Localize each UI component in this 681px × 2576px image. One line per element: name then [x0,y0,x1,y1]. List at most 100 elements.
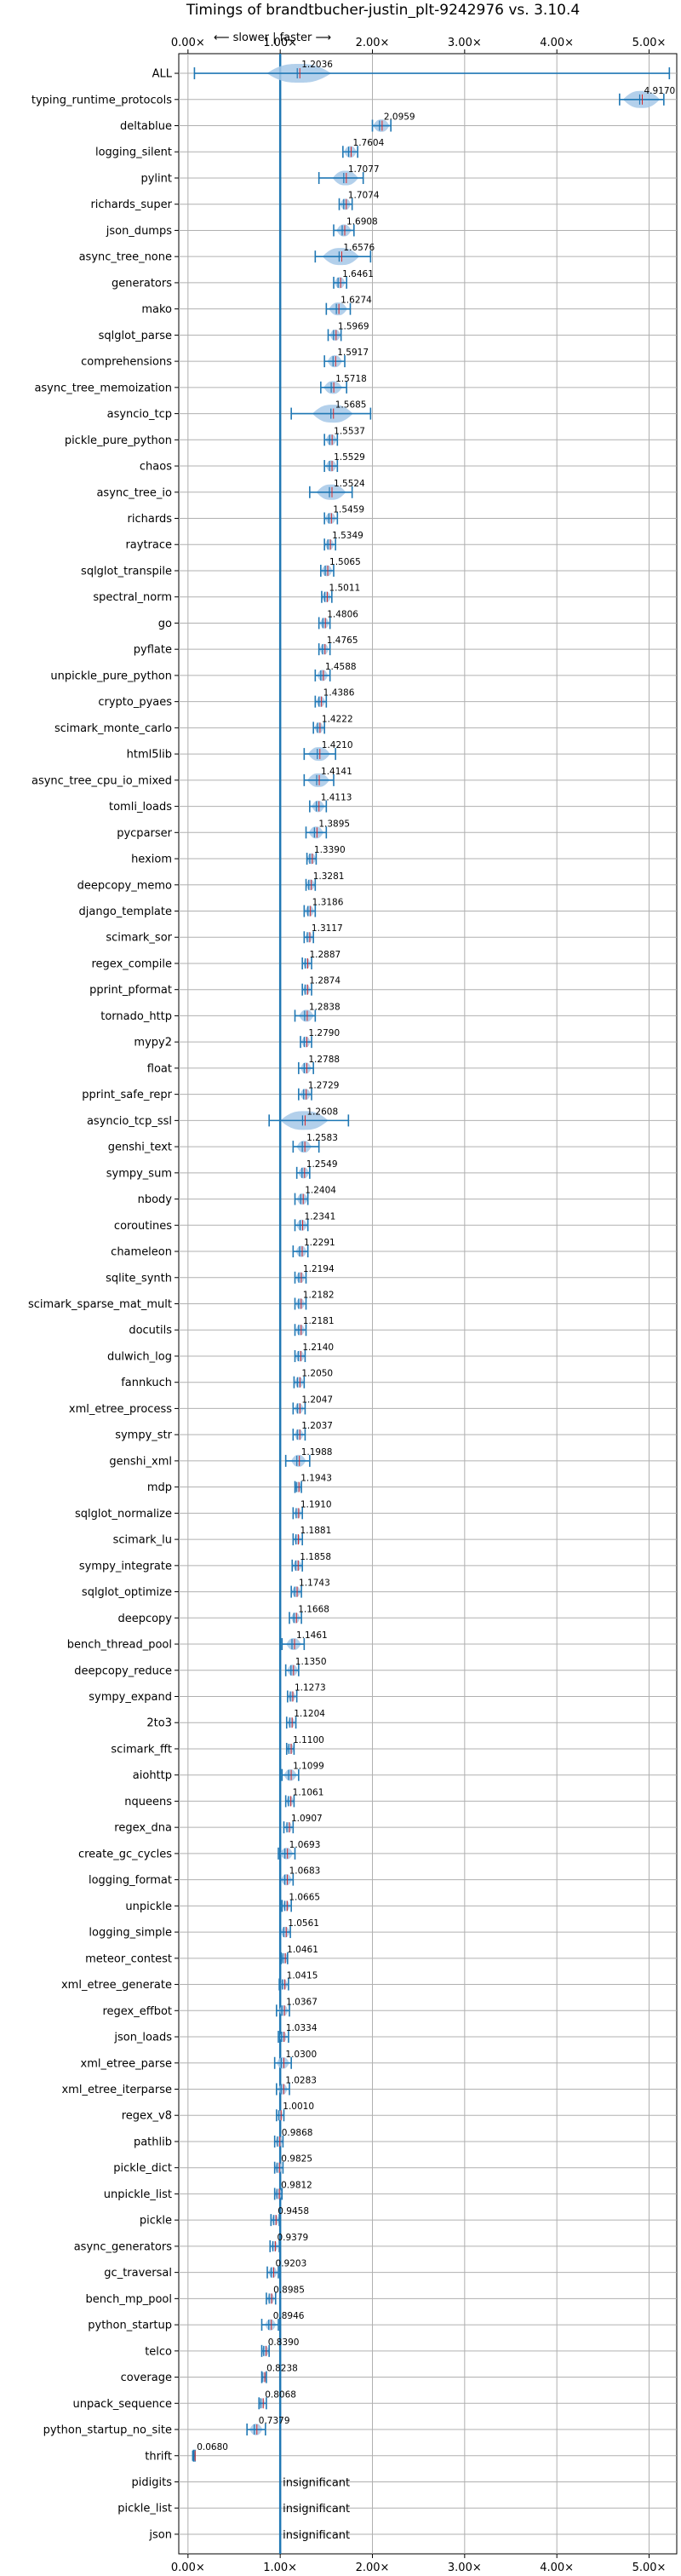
benchmark-label: chameleon [111,1246,172,1259]
marks-layer [192,64,671,2462]
value-label: 1.2182 [303,1291,335,1301]
value-label: 2.0959 [384,112,415,123]
value-label: 1.2549 [306,1159,338,1170]
benchmark-label: mdp [147,1481,172,1494]
benchmark-label: scimark_lu [113,1534,172,1547]
value-label: 0.9825 [281,2154,312,2165]
x-tick-label-top: 5.00× [632,37,667,49]
benchmark-label: aiohttp [133,1769,172,1782]
value-label: 1.4113 [321,793,352,803]
x-tick-label-top: 3.00× [448,37,482,49]
benchmark-label: logging_format [89,1874,172,1887]
benchmark-label: mako [141,303,172,316]
value-label: 1.1668 [298,1604,329,1614]
benchmark-label: generators [112,277,172,290]
value-label: 1.1743 [299,1578,330,1589]
value-label: 1.0415 [287,1971,318,1981]
benchmark-label: html5lib [127,749,172,762]
benchmark-label: bench_thread_pool [67,1639,172,1652]
value-label: 0.8946 [273,2311,305,2321]
value-label: 4.9170 [644,86,676,96]
benchmark-label: xml_etree_generate [61,1979,172,1992]
value-label: 1.6274 [340,296,372,306]
benchmark-label: pprint_safe_repr [82,1089,172,1101]
benchmark-label: meteor_contest [85,1952,172,1965]
value-label: 1.6461 [342,269,374,279]
benchmark-label: ALL [152,68,173,81]
value-label: 1.4386 [323,688,355,699]
value-label: 1.5718 [335,374,367,384]
value-label: 1.4141 [321,767,352,777]
benchmark-label: gc_traversal [104,2267,172,2280]
benchmark-label: sqlglot_normalize [75,1508,172,1521]
value-label: 1.7604 [353,138,385,148]
value-label: 1.2037 [301,1421,333,1431]
benchmark-label: sqlglot_transpile [81,565,172,578]
benchmark-label: coroutines [114,1220,172,1233]
benchmark-label: telco [145,2345,172,2358]
value-label: 1.0683 [289,1866,321,1877]
insignificant-label: insignificant [283,2529,350,2542]
benchmark-label: richards_super [90,198,172,211]
value-label: 1.3186 [312,898,344,908]
value-label: 0.9379 [277,2233,308,2243]
benchmark-label: docutils [129,1325,172,1337]
benchmark-label: unpickle [125,1900,172,1913]
x-tick-label-bottom: 0.00× [171,2562,205,2573]
value-label: 1.0300 [285,2050,317,2060]
benchmark-label: unpickle_pure_python [50,670,172,682]
benchmark-label: async_tree_cpu_io_mixed [31,774,172,787]
x-tick-label-bottom: 5.00× [632,2562,667,2573]
value-label: 1.2036 [301,60,333,70]
benchmark-label: deepcopy [117,1613,172,1625]
value-label: 1.5459 [333,505,364,515]
value-label: 0.9458 [278,2206,309,2217]
benchmark-label: pickle [140,2215,172,2228]
value-label: 1.5065 [329,557,361,567]
value-label: 1.5529 [334,452,365,463]
benchmark-label: pathlib [134,2136,172,2148]
value-label: 1.2404 [305,1186,336,1196]
value-label: 1.2874 [309,976,340,986]
value-label: 1.5524 [334,479,365,489]
value-label: 1.4210 [322,740,353,750]
value-label: 1.6908 [346,216,378,227]
value-label: 1.2788 [308,1055,340,1065]
benchmark-label: pyflate [134,644,172,657]
benchmark-label: sympy_str [115,1429,172,1442]
x-tick-label-bottom: 1.00× [263,2562,297,2573]
value-label: 1.5011 [329,584,360,594]
value-label: 1.1943 [300,1474,332,1484]
benchmark-label: json_dumps [106,225,172,238]
value-label: 1.5537 [334,426,365,436]
benchmark-label: deepcopy_reduce [74,1665,172,1677]
value-label: 1.2583 [306,1133,338,1143]
value-label: 1.1910 [300,1499,332,1509]
value-label: 1.6576 [343,243,375,253]
x-tick-label-top: 1.00× [263,37,297,49]
x-tick-label-top: 2.00× [356,37,390,49]
benchmark-label: dulwich_log [107,1350,172,1363]
benchmark-label: async_tree_io [96,486,172,499]
benchmark-label: regex_compile [91,957,172,970]
benchmark-label: scimark_sparse_mat_mult [28,1298,172,1311]
benchmark-label: django_template [79,906,172,918]
benchmark-label: pprint_pformat [89,984,172,997]
benchmark-label: async_generators [74,2240,173,2253]
benchmark-label: xml_etree_process [69,1403,172,1416]
benchmark-label: regex_v8 [122,2110,172,2123]
chart-title: Timings of brandtbucher-justin_plt-92429… [186,2,580,19]
benchmark-label: spectral_norm [93,591,172,604]
value-label: 1.0693 [289,1840,321,1850]
benchmark-label: pycparser [117,827,172,840]
benchmark-label: pidigits [132,2476,173,2489]
value-label: 1.0283 [285,2075,317,2085]
value-label: 1.0334 [286,2023,318,2033]
benchmark-label: xml_etree_parse [81,2057,172,2070]
value-label: 1.5349 [332,531,363,541]
benchmark-label: pylint [140,172,172,185]
benchmark-label: tornado_http [100,1010,172,1023]
value-label: 1.1099 [293,1762,324,1772]
value-label: 1.7074 [348,191,380,201]
